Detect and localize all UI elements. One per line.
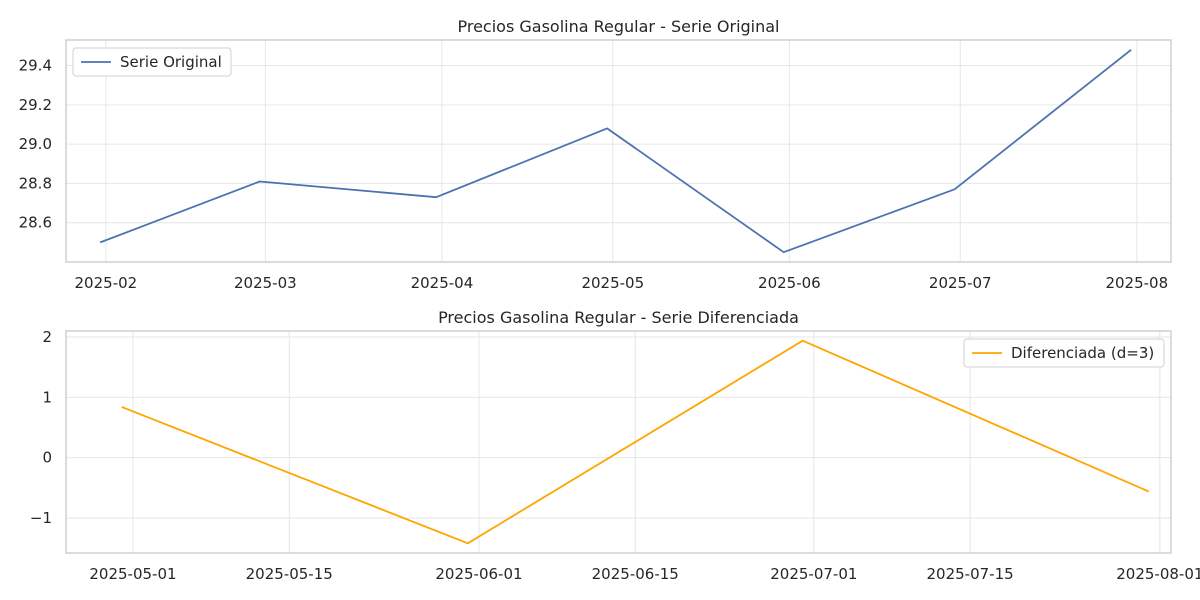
legend-label: Diferenciada (d=3) bbox=[1011, 344, 1154, 362]
series-line-1 bbox=[121, 339, 1150, 545]
x-tick-label: 2025-07 bbox=[929, 274, 992, 292]
legend-label: Serie Original bbox=[120, 53, 222, 71]
x-tick-label: 2025-07-01 bbox=[770, 565, 857, 583]
x-tick-label: 2025-08 bbox=[1105, 274, 1168, 292]
x-tick-label: 2025-08-01 bbox=[1116, 565, 1200, 583]
x-tick-label: 2025-03 bbox=[234, 274, 297, 292]
legend-box bbox=[963, 338, 1165, 368]
y-tick-label: 29.0 bbox=[19, 135, 52, 153]
chart-panel-2: Precios Gasolina Regular - Serie Diferen… bbox=[30, 308, 1200, 583]
plot-frame bbox=[65, 330, 1172, 554]
y-tick-label: 2 bbox=[42, 328, 52, 346]
y-tick-label: 28.8 bbox=[19, 174, 52, 192]
x-tick-label: 2025-04 bbox=[411, 274, 474, 292]
series-line-1 bbox=[99, 49, 1132, 254]
plot-frame bbox=[65, 39, 1172, 263]
y-tick-label: 0 bbox=[42, 449, 52, 467]
y-tick-label: −1 bbox=[30, 509, 52, 527]
x-tick-label: 2025-06-01 bbox=[435, 565, 522, 583]
legend: Diferenciada (d=3) bbox=[963, 338, 1165, 368]
legend-box bbox=[72, 47, 232, 77]
x-tick-label: 2025-02 bbox=[75, 274, 138, 292]
x-tick-label: 2025-05 bbox=[581, 274, 644, 292]
legend: Serie Original bbox=[72, 47, 232, 77]
y-tick-label: 29.2 bbox=[19, 96, 52, 114]
y-tick-label: 1 bbox=[42, 388, 52, 406]
chart-title: Precios Gasolina Regular - Serie Origina… bbox=[457, 17, 779, 36]
x-tick-label: 2025-05-01 bbox=[89, 565, 176, 583]
y-tick-label: 29.4 bbox=[19, 57, 52, 75]
x-tick-label: 2025-07-15 bbox=[926, 565, 1013, 583]
chart-panel-1: Precios Gasolina Regular - Serie Origina… bbox=[19, 17, 1172, 292]
x-tick-label: 2025-05-15 bbox=[246, 565, 333, 583]
y-tick-label: 28.6 bbox=[19, 214, 52, 232]
x-tick-label: 2025-06 bbox=[758, 274, 821, 292]
x-tick-label: 2025-06-15 bbox=[592, 565, 679, 583]
chart-title: Precios Gasolina Regular - Serie Diferen… bbox=[438, 308, 799, 327]
